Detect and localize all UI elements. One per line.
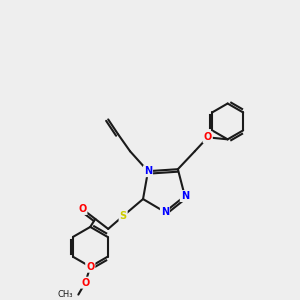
- Text: S: S: [120, 211, 127, 221]
- Text: O: O: [78, 204, 86, 214]
- Text: N: N: [181, 191, 189, 201]
- Text: O: O: [86, 262, 94, 272]
- Text: CH₃: CH₃: [58, 290, 74, 299]
- Text: O: O: [204, 132, 212, 142]
- Text: N: N: [144, 166, 152, 176]
- Text: N: N: [161, 207, 169, 217]
- Text: O: O: [81, 278, 89, 288]
